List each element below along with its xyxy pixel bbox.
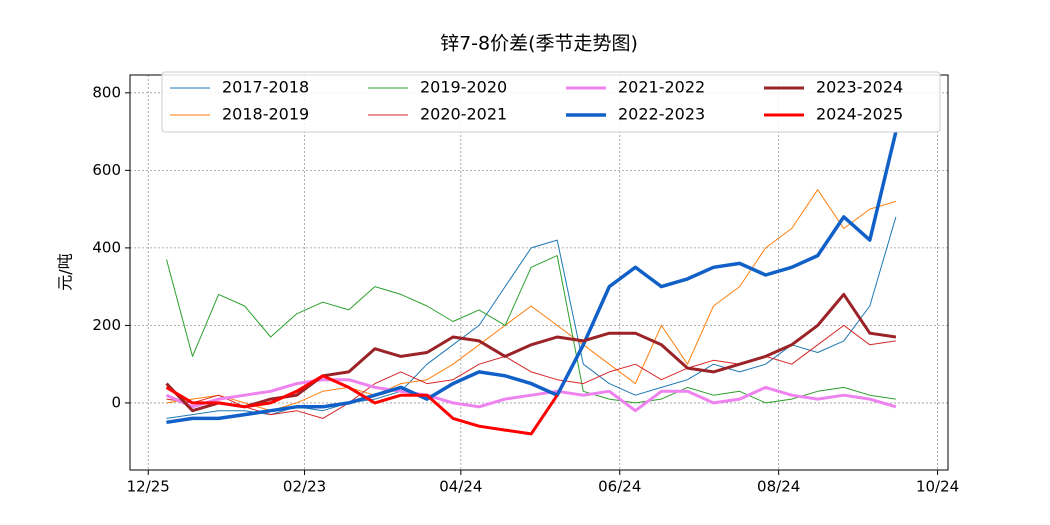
- legend-label: 2021-2022: [618, 78, 705, 97]
- x-tick-label: 08/24: [757, 478, 800, 496]
- legend-label: 2018-2019: [222, 105, 309, 124]
- chart-title: 锌7-8价差(季节走势图): [440, 33, 638, 55]
- y-tick-label: 0: [111, 393, 121, 411]
- y-axis-label: 元/吨: [56, 253, 75, 290]
- series-line: [165, 374, 559, 436]
- y-tick-label: 400: [92, 238, 121, 256]
- series-line: [166, 255, 896, 404]
- x-tick-label: 02/23: [283, 478, 326, 496]
- legend-label: 2017-2018: [222, 78, 309, 97]
- legend-box: [161, 71, 941, 133]
- series-line: [166, 324, 896, 419]
- series-line: [165, 378, 897, 413]
- x-tick-label: 06/24: [598, 478, 641, 496]
- series-line: [166, 216, 897, 419]
- y-tick-label: 800: [92, 83, 121, 101]
- y-tick-label: 200: [92, 316, 121, 334]
- legend-label: 2024-2025: [816, 105, 903, 124]
- series-line: [166, 189, 897, 412]
- series-line: [166, 131, 898, 425]
- x-tick-label: 04/24: [439, 478, 482, 496]
- legend-label: 2019-2020: [420, 78, 507, 97]
- y-tick-label: 600: [92, 161, 121, 179]
- x-tick-label: 12/25: [127, 478, 170, 496]
- x-tick-label: 10/24: [916, 478, 959, 496]
- plot-frame: [129, 74, 949, 471]
- legend-label: 2020-2021: [420, 105, 507, 124]
- legend-label: 2023-2024: [816, 78, 903, 97]
- legend-label: 2022-2023: [618, 105, 705, 124]
